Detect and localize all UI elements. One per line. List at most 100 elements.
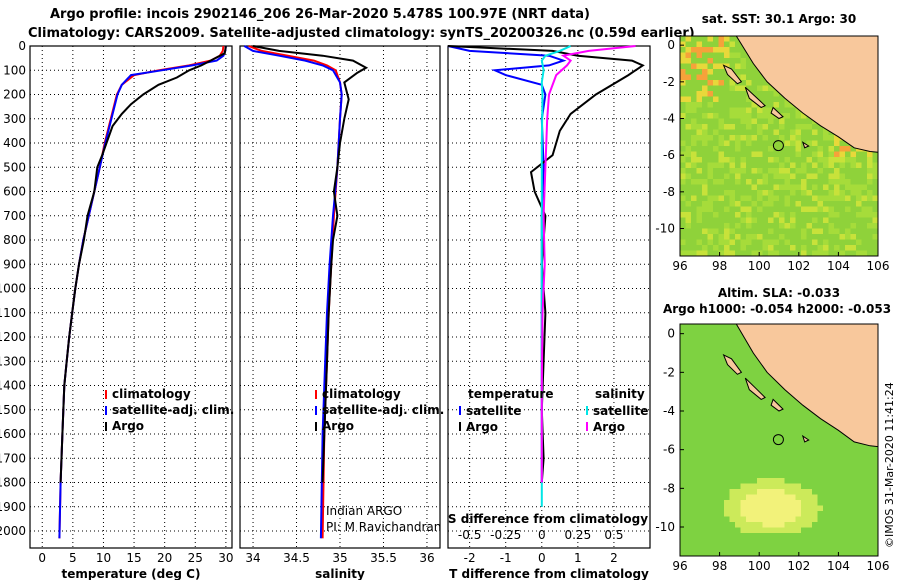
map-cell [696,544,703,550]
map-cell [856,544,862,550]
map-cell [702,335,708,341]
map-cell [729,157,736,163]
map-cell [762,206,769,213]
map-cell [757,428,763,435]
map-cell [757,129,763,136]
map-cell [702,140,708,147]
map-cell [685,478,692,484]
map-cell [773,223,780,229]
map-cell [696,467,703,473]
map-cell [790,467,796,473]
map-cell [751,450,758,457]
map-cell [724,91,730,97]
map-cell [707,245,714,251]
map-cell [740,91,747,97]
map-cell [735,483,741,490]
map-cell [779,472,785,479]
map-cell [872,445,878,451]
map-cell [762,505,769,512]
map-cell [707,217,714,224]
map-cell [746,522,752,528]
map-cell [740,527,747,534]
map-cell [867,450,873,457]
map-cell [817,162,824,169]
map-cell [724,428,730,435]
map-cell [707,500,714,506]
map-cell [834,179,840,185]
map-cell [746,423,752,429]
map-cell [779,527,785,534]
map-cell [751,549,758,556]
map-cell [696,450,703,457]
map-cell [872,223,878,229]
map-cell [751,102,758,108]
map-cell [856,190,862,196]
map-cell [861,184,868,191]
map-cell [828,505,835,512]
map-cell [845,472,851,479]
map-cell [740,346,747,352]
map-cell [801,179,807,185]
map-cell [707,239,714,246]
map-cell [713,456,719,462]
map-cell [702,80,708,86]
map-cell [735,461,741,468]
map-cell [718,362,725,369]
map-cell [685,85,692,92]
map-cell [784,118,791,125]
map-cell [762,428,769,435]
s-tick-label: 0 [538,528,546,542]
map-cell [795,228,802,235]
map-cell [729,467,736,473]
map-cell [812,450,818,457]
map-cell [795,456,802,462]
map-cell [702,36,708,42]
map-cell [779,162,785,169]
map-cell [850,516,857,523]
map-cell [801,522,807,528]
map-cell [762,212,769,218]
map-cell [828,239,835,246]
y-tick-label: 1800 [0,476,26,490]
map-cell [757,483,763,490]
map-cell [691,173,697,180]
map-cell [729,401,736,407]
map-cell [702,74,708,81]
map-cell [823,461,829,468]
map-cell [817,445,824,451]
map-cell [702,544,708,550]
map-cell [784,250,791,256]
map-cell [801,245,807,251]
map-cell [784,439,791,446]
map-cell [680,445,686,451]
x-tick-label: 2 [610,551,618,565]
map-cell [839,478,846,484]
map-cell [812,206,818,213]
map-cell [757,173,763,180]
map-cell [724,223,730,229]
map-cell [707,511,714,517]
map-cell [735,146,741,152]
map-cell [867,494,873,501]
map-cell [762,85,769,92]
map-cell [702,538,708,545]
map-cell [762,245,769,251]
map-cell [757,467,763,473]
map-cell [735,500,741,506]
map-cell [691,423,697,429]
map-cell [702,102,708,108]
map-cell [751,489,758,495]
land-island [801,434,810,443]
map-cell [784,162,791,169]
map-cell [757,445,763,451]
map-cell [790,118,796,125]
map-cell [812,489,818,495]
map-cell [823,489,829,495]
map-cell [740,228,747,235]
map-cell [757,478,763,484]
map-cell [812,195,818,202]
map-cell [773,135,780,141]
map-cell [839,439,846,446]
map-cell [746,450,752,457]
map-cell [685,52,692,59]
